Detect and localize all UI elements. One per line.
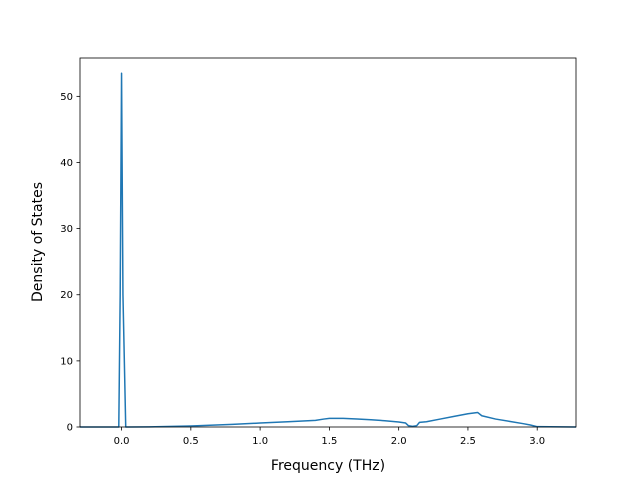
y-tick-label: 50 (60, 92, 73, 103)
plot-frame (79, 57, 577, 428)
y-tick-label: 40 (60, 158, 73, 169)
y-axis-ticks: 0 10 20 30 40 50 (60, 92, 80, 434)
x-axis-label: Frequency (THz) (271, 458, 385, 474)
y-tick-label: 10 (60, 356, 73, 367)
x-tick-label: 1.5 (321, 436, 337, 447)
x-tick-label: 0.0 (114, 436, 130, 447)
plot-area (80, 58, 576, 427)
x-tick-label: 0.5 (183, 436, 199, 447)
x-tick-label: 1.0 (252, 436, 268, 447)
x-tick-label: 3.0 (529, 436, 545, 447)
y-tick-label: 30 (60, 224, 73, 235)
x-tick-label: 2.0 (391, 436, 407, 447)
x-tick-label: 2.5 (460, 436, 476, 447)
y-tick-label: 0 (67, 423, 73, 434)
y-tick-label: 20 (60, 290, 73, 301)
x-axis-ticks: 0.0 0.5 1.0 1.5 2.0 2.5 3.0 (114, 427, 545, 447)
y-axis-label: Density of States (30, 182, 46, 302)
